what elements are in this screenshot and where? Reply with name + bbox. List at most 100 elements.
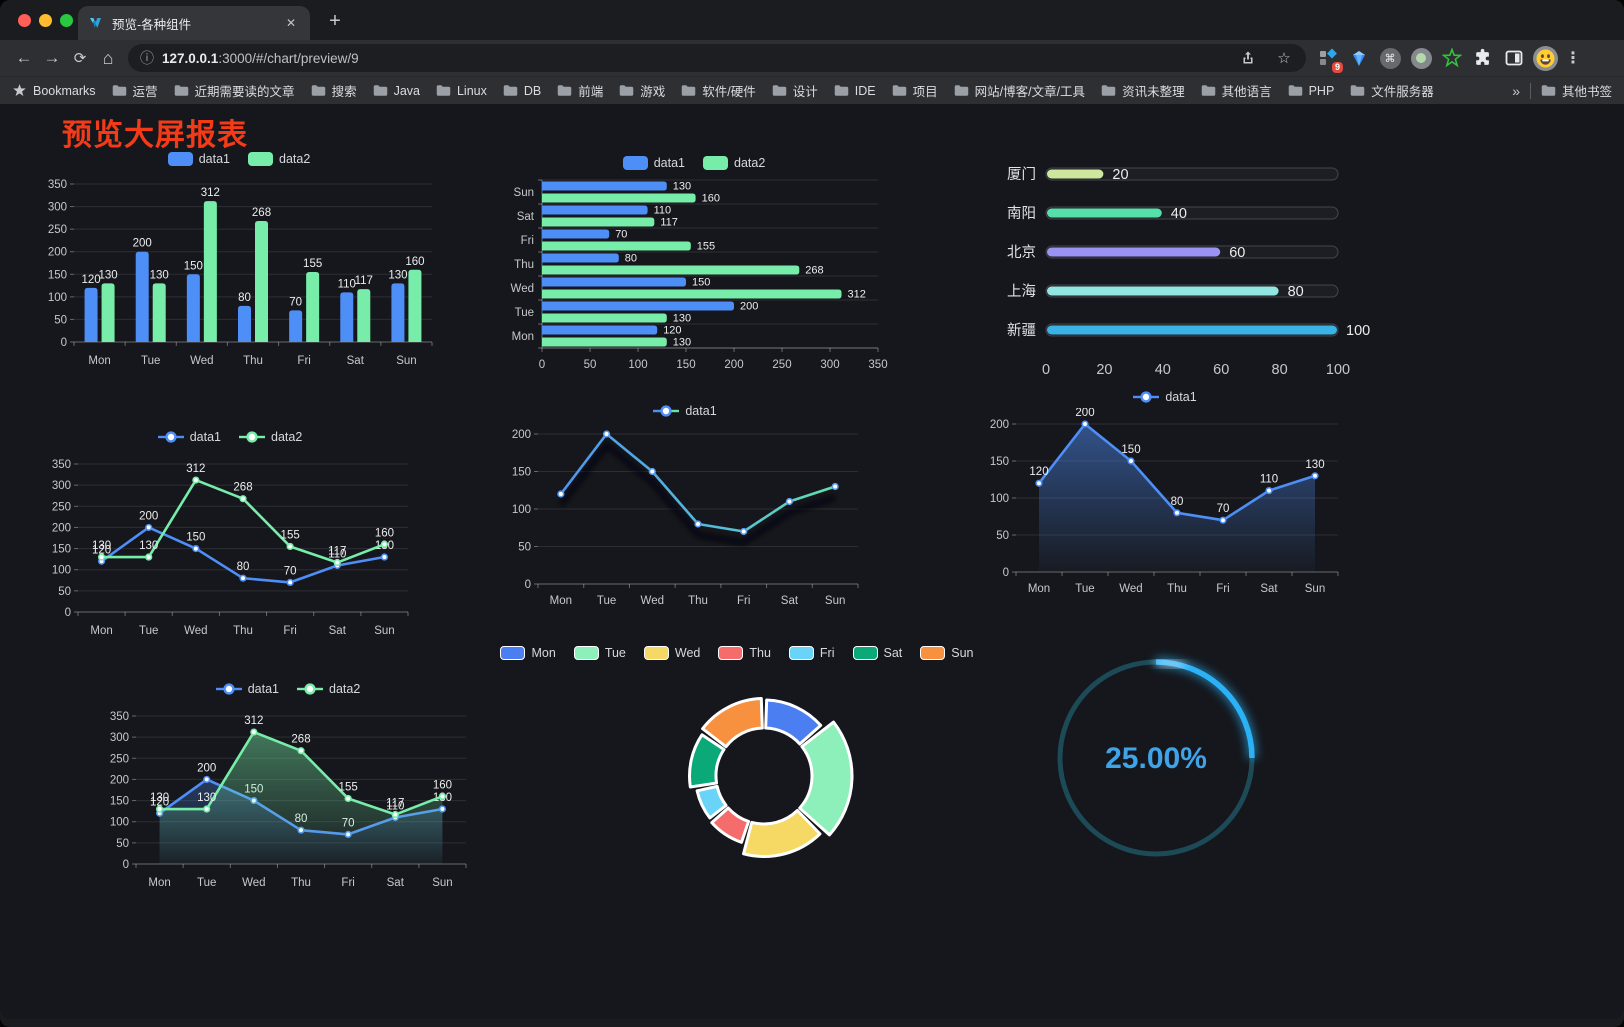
bookmark-folder[interactable]: 网站/博客/文章/工具 <box>954 81 1085 100</box>
bar[interactable] <box>357 289 371 342</box>
progress-fill[interactable] <box>1047 169 1104 179</box>
legend-item-data1[interactable]: data1 <box>167 152 230 166</box>
pie-slice-Thu[interactable] <box>710 806 751 844</box>
legend-item-data2[interactable]: data2 <box>297 682 360 696</box>
legend-item-data2[interactable]: data2 <box>248 152 310 166</box>
new-tab-button[interactable]: + <box>329 10 341 32</box>
point-marker[interactable] <box>203 805 211 813</box>
legend-item-data1[interactable]: data1 <box>622 156 685 170</box>
fullscreen-window-button[interactable] <box>60 14 73 27</box>
pie-slice-Wed[interactable] <box>742 809 822 858</box>
point-marker[interactable] <box>1311 472 1319 480</box>
point-marker[interactable] <box>438 792 447 800</box>
extension-record-icon[interactable] <box>1409 46 1433 70</box>
extensions-puzzle-icon[interactable] <box>1471 46 1495 70</box>
bookmark-folder[interactable]: Linux <box>436 84 487 98</box>
progress-fill[interactable] <box>1047 208 1162 218</box>
reload-icon[interactable]: ⟳ <box>73 50 87 67</box>
url-text[interactable]: 127.0.0.1:3000/#/chart/preview/9 <box>162 51 1232 66</box>
chart-canvas[interactable]: 0 50 100 150 200 Mon Tue Wed Thu Fri Sat Sun 120 200 1… <box>980 408 1350 600</box>
home-icon[interactable]: ⌂ <box>102 47 114 68</box>
address-bar[interactable]: ⓘ 127.0.0.1:3000/#/chart/preview/9 ☆ <box>128 44 1306 72</box>
extension-star-icon[interactable] <box>1440 46 1464 70</box>
point-marker[interactable] <box>297 747 305 755</box>
bar[interactable] <box>135 251 149 342</box>
bookmarks-manager-item[interactable]: Bookmarks <box>12 83 96 98</box>
bar[interactable] <box>542 337 667 347</box>
bar[interactable] <box>340 292 354 342</box>
point-marker[interactable] <box>239 574 247 582</box>
bookmark-folder[interactable]: 项目 <box>892 81 938 100</box>
bar[interactable] <box>542 313 667 323</box>
legend-item-data1[interactable]: data1 <box>215 682 279 696</box>
bookmark-folder[interactable]: 近期需要读的文章 <box>174 81 295 100</box>
bar[interactable] <box>542 181 667 191</box>
point-marker[interactable] <box>1265 486 1273 495</box>
pie-slice-Mon[interactable] <box>764 698 823 746</box>
point-marker[interactable] <box>831 482 839 491</box>
bookmark-folder[interactable]: PHP <box>1288 84 1334 98</box>
legend-item-data2[interactable]: data2 <box>703 156 765 170</box>
point-marker[interactable] <box>333 558 341 567</box>
point-marker[interactable] <box>391 810 399 819</box>
pie-slice-Sun[interactable] <box>701 697 764 749</box>
point-marker[interactable] <box>1081 420 1089 428</box>
point-marker[interactable] <box>380 540 389 548</box>
bar[interactable] <box>542 301 734 311</box>
other-bookmarks-folder[interactable]: 其他书签 <box>1541 81 1612 100</box>
legend-item-Sat[interactable]: Sat <box>852 646 902 660</box>
side-panel-icon[interactable] <box>1502 46 1526 70</box>
bar[interactable] <box>306 272 320 342</box>
point-marker[interactable] <box>557 490 565 498</box>
legend-item-Sun[interactable]: Sun <box>920 646 974 660</box>
bar[interactable] <box>408 269 422 342</box>
forward-icon[interactable]: → <box>43 48 61 67</box>
bookmark-folder[interactable]: 前端 <box>557 81 603 100</box>
bar[interactable] <box>542 289 842 299</box>
bookmark-folder[interactable]: 资讯未整理 <box>1101 81 1185 100</box>
chart-canvas[interactable]: 0 50 100 150 200 Mon Tue Wed Thu Fri Sat Sun <box>502 422 868 612</box>
bar[interactable] <box>101 283 115 342</box>
bar[interactable] <box>542 241 691 251</box>
point-marker[interactable] <box>239 495 247 503</box>
point-marker[interactable] <box>380 553 389 561</box>
point-marker[interactable] <box>250 728 258 736</box>
bar[interactable] <box>542 277 686 287</box>
point-marker[interactable] <box>192 476 200 484</box>
bookmark-folder[interactable]: DB <box>503 84 541 98</box>
point-marker[interactable] <box>785 497 794 506</box>
bar[interactable] <box>542 205 648 215</box>
point-marker[interactable] <box>740 527 748 536</box>
legend-item-data1[interactable]: data1 <box>1133 390 1197 404</box>
chart-canvas[interactable]: 厦门 20 南阳 40 北京 60 上海 80 新疆 100 0 20 40 60 80 100 <box>990 158 1376 388</box>
point-marker[interactable] <box>155 805 164 813</box>
bar[interactable] <box>542 229 610 239</box>
point-marker[interactable] <box>97 553 106 561</box>
browser-tab[interactable]: 预览-各种组件 ✕ <box>78 6 310 40</box>
point-marker[interactable] <box>1219 516 1227 524</box>
bar[interactable] <box>542 193 696 203</box>
point-marker[interactable] <box>203 775 211 784</box>
pie-slice-Sat[interactable] <box>688 733 726 789</box>
chart-canvas[interactable] <box>545 664 929 892</box>
chrome-menu-icon[interactable]: ⋮ <box>1565 50 1581 67</box>
minimize-window-button[interactable] <box>39 14 52 27</box>
bookmark-folder[interactable]: 游戏 <box>619 81 665 100</box>
bookmark-folder[interactable]: 软件/硬件 <box>681 81 756 100</box>
chart-canvas[interactable]: 0 50 100 150 200 250 300 350 Mon Tue Wed Thu Fri Sat S… <box>38 170 440 372</box>
bookmarks-overflow-chevron[interactable]: » <box>1512 82 1520 99</box>
pie-slice-Fri[interactable] <box>695 784 728 820</box>
legend-item-data2[interactable]: data2 <box>239 430 302 444</box>
bookmark-folder[interactable]: 搜索 <box>311 81 357 100</box>
point-marker[interactable] <box>694 520 702 528</box>
bar[interactable] <box>255 221 268 342</box>
bar[interactable] <box>238 305 251 342</box>
progress-fill[interactable] <box>1047 247 1221 257</box>
bar[interactable] <box>542 325 658 335</box>
profile-avatar[interactable] <box>1533 45 1558 71</box>
bar[interactable] <box>391 283 405 342</box>
chart-canvas[interactable]: 25.00% <box>1036 648 1280 888</box>
share-icon[interactable] <box>1240 50 1264 66</box>
back-icon[interactable]: ← <box>15 48 33 67</box>
